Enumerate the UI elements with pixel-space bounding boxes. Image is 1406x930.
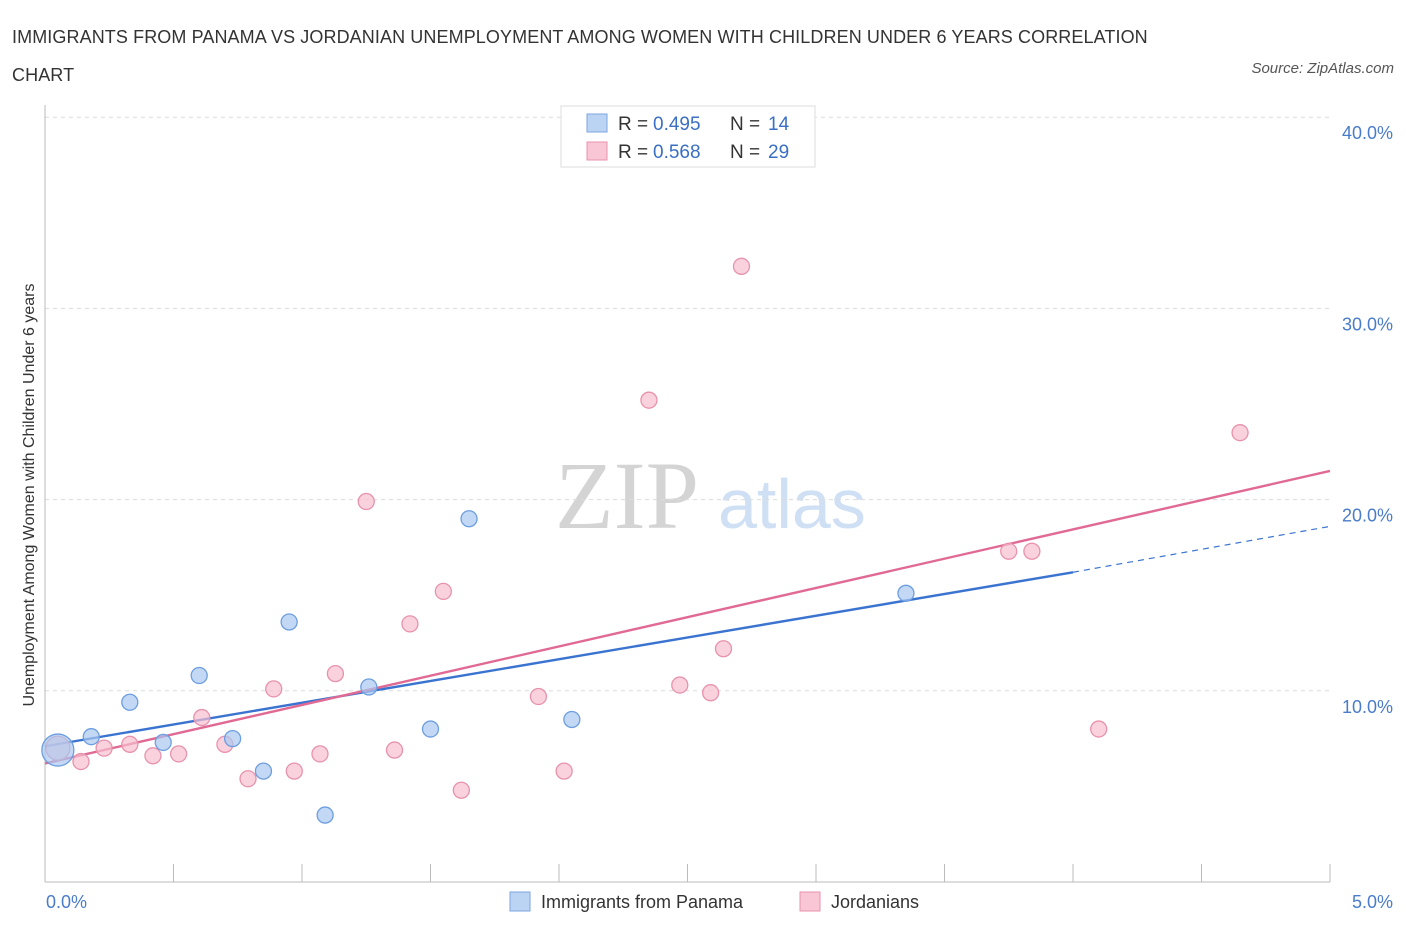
axes <box>44 105 1331 883</box>
point-jordanians-18 <box>529 687 548 706</box>
point-panama-12 <box>563 710 581 729</box>
data-points <box>41 257 1249 824</box>
chart-source: Source: ZipAtlas.com <box>1251 60 1394 77</box>
point-panama-11 <box>460 510 478 528</box>
point-panama-8 <box>316 806 334 824</box>
y-tick-label-40: 40.0% <box>1342 123 1393 143</box>
bottom-legend-label-jordanians: Jordanians <box>831 892 919 912</box>
point-jordanians-12 <box>326 664 345 683</box>
legend-n-value-jordanians: 29 <box>768 142 789 163</box>
legend-r-value-panama: 0.495 <box>653 114 701 135</box>
point-jordanians-1 <box>72 752 90 771</box>
tick-labels: 10.0% 20.0% 30.0% 40.0% 0.0% 5.0% <box>46 123 1393 912</box>
y-tick-label-30: 30.0% <box>1342 314 1393 334</box>
grid-lines <box>45 116 1330 692</box>
point-jordanians-9 <box>265 680 283 698</box>
trend-line-extension-0 <box>1072 525 1331 573</box>
x-tick-label-max: 5.0% <box>1352 892 1393 912</box>
point-jordanians-23 <box>714 640 733 658</box>
legend-r-label-jordanians: R = <box>618 142 648 163</box>
point-panama-6 <box>254 762 273 780</box>
bottom-legend-swatch-jordanians <box>799 891 821 912</box>
point-panama-4 <box>190 666 208 685</box>
point-jordanians-21 <box>671 676 689 694</box>
point-jordanians-16 <box>434 582 453 601</box>
point-jordanians-20 <box>640 391 658 409</box>
point-jordanians-11 <box>311 745 329 763</box>
y-tick-label-10: 10.0% <box>1342 697 1393 717</box>
trend-line-0 <box>44 571 1074 748</box>
trend-line-1 <box>44 469 1331 765</box>
y-tick-label-20: 20.0% <box>1342 506 1393 526</box>
point-jordanians-28 <box>1231 424 1249 442</box>
legend-r-value-jordanians: 0.568 <box>653 142 701 163</box>
point-panama-10 <box>421 720 440 738</box>
legend-swatch-jordanians <box>586 141 608 161</box>
point-jordanians-14 <box>385 741 404 759</box>
point-panama-0 <box>41 733 75 767</box>
legend: R = 0.495 N = 14 R = 0.568 N = 29 <box>560 105 816 168</box>
point-panama-9 <box>360 678 378 696</box>
x-tick-label-min: 0.0% <box>46 892 87 912</box>
point-jordanians-22 <box>701 684 720 702</box>
point-jordanians-26 <box>1023 542 1041 560</box>
point-panama-1 <box>82 728 100 746</box>
legend-n-value-panama: 14 <box>768 114 790 135</box>
legend-r-label-panama: R = <box>618 114 648 135</box>
point-jordanians-24 <box>732 257 751 275</box>
point-jordanians-15 <box>401 615 419 633</box>
point-jordanians-3 <box>121 735 139 753</box>
legend-n-label-jordanians: N = <box>730 142 760 163</box>
point-panama-13 <box>897 584 915 602</box>
chart-title: IMMIGRANTS FROM PANAMA VS JORDANIAN UNEM… <box>12 27 1148 85</box>
point-panama-2 <box>121 693 139 711</box>
point-jordanians-8 <box>239 770 257 788</box>
watermark-atlas: atlas <box>718 465 866 543</box>
point-jordanians-25 <box>1000 542 1018 560</box>
point-panama-3 <box>154 733 172 752</box>
point-jordanians-10 <box>285 762 303 780</box>
point-jordanians-4 <box>144 747 162 765</box>
watermark: ZIP atlas <box>555 442 866 549</box>
legend-n-label-panama: N = <box>730 114 760 135</box>
point-jordanians-2 <box>95 739 113 757</box>
point-jordanians-27 <box>1090 720 1108 738</box>
watermark-zip: ZIP <box>555 442 699 549</box>
point-panama-7 <box>280 613 298 631</box>
point-jordanians-13 <box>357 492 375 511</box>
bottom-legend-label-panama: Immigrants from Panama <box>541 892 744 912</box>
trend-lines <box>44 469 1331 765</box>
point-jordanians-5 <box>169 745 188 763</box>
legend-swatch-panama <box>586 113 608 133</box>
point-panama-5 <box>223 729 242 748</box>
bottom-legend: Immigrants from Panama Jordanians <box>509 891 919 912</box>
point-jordanians-19 <box>555 762 573 780</box>
point-jordanians-17 <box>452 781 470 799</box>
bottom-legend-swatch-panama <box>509 891 531 912</box>
point-jordanians-6 <box>193 708 211 727</box>
